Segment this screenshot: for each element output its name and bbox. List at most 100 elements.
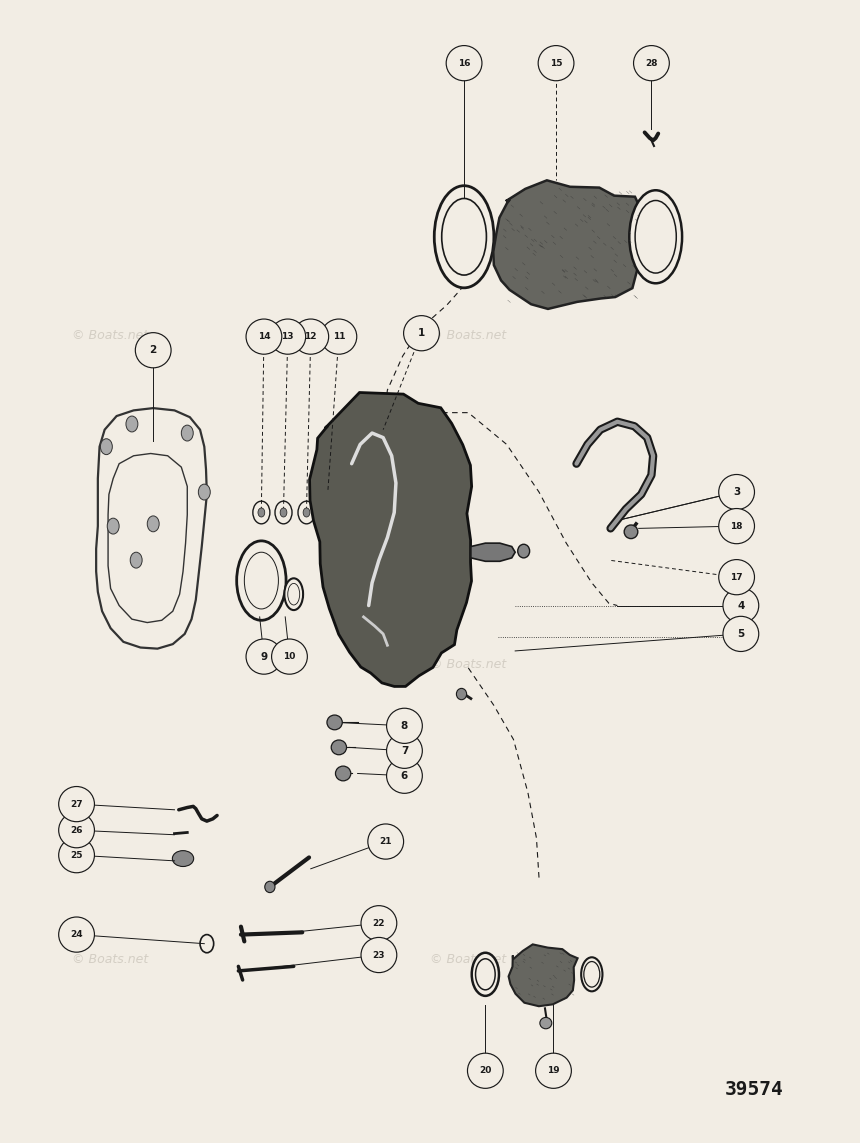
Text: 2: 2	[150, 345, 157, 355]
Text: 27: 27	[71, 800, 83, 808]
Circle shape	[108, 518, 120, 534]
Circle shape	[130, 552, 142, 568]
Ellipse shape	[270, 319, 305, 354]
Circle shape	[303, 507, 310, 517]
Ellipse shape	[719, 509, 754, 544]
Text: 14: 14	[258, 333, 270, 341]
Text: 12: 12	[304, 333, 317, 341]
Ellipse shape	[288, 583, 299, 605]
Ellipse shape	[246, 319, 282, 354]
Circle shape	[101, 439, 113, 455]
Polygon shape	[508, 944, 578, 1006]
Text: 17: 17	[730, 573, 743, 582]
Ellipse shape	[246, 639, 282, 674]
Ellipse shape	[624, 525, 638, 538]
Ellipse shape	[58, 838, 95, 873]
Ellipse shape	[58, 917, 95, 952]
Ellipse shape	[403, 315, 439, 351]
Ellipse shape	[386, 733, 422, 768]
Circle shape	[181, 425, 194, 441]
Ellipse shape	[719, 474, 754, 510]
Polygon shape	[471, 543, 515, 561]
Ellipse shape	[581, 958, 603, 991]
Ellipse shape	[265, 881, 275, 893]
Ellipse shape	[584, 961, 599, 988]
Ellipse shape	[237, 541, 286, 621]
Polygon shape	[494, 181, 642, 309]
Text: 7: 7	[401, 745, 408, 756]
Ellipse shape	[135, 333, 171, 368]
Ellipse shape	[446, 46, 482, 81]
Text: © Boats.net: © Boats.net	[72, 953, 149, 966]
Text: 26: 26	[71, 825, 83, 834]
Circle shape	[253, 501, 270, 523]
Ellipse shape	[457, 688, 467, 700]
Ellipse shape	[361, 937, 396, 973]
Ellipse shape	[58, 786, 95, 822]
Text: 11: 11	[333, 333, 345, 341]
Text: 18: 18	[730, 521, 743, 530]
Text: 22: 22	[372, 919, 385, 928]
Ellipse shape	[58, 813, 95, 848]
Ellipse shape	[386, 709, 422, 743]
Text: 19: 19	[547, 1066, 560, 1076]
Circle shape	[126, 416, 138, 432]
Circle shape	[200, 935, 213, 953]
Ellipse shape	[327, 716, 342, 729]
Ellipse shape	[723, 588, 759, 623]
Ellipse shape	[538, 46, 574, 81]
Circle shape	[199, 485, 210, 499]
Ellipse shape	[335, 766, 351, 781]
Text: © Boats.net: © Boats.net	[430, 953, 507, 966]
Circle shape	[147, 515, 159, 531]
Text: 9: 9	[261, 652, 267, 662]
Circle shape	[280, 507, 287, 517]
Ellipse shape	[361, 905, 396, 941]
Text: 6: 6	[401, 770, 408, 781]
Text: 24: 24	[71, 930, 83, 940]
Text: 5: 5	[737, 629, 745, 639]
Ellipse shape	[476, 959, 495, 990]
Ellipse shape	[635, 200, 676, 273]
Text: 21: 21	[379, 837, 392, 846]
Ellipse shape	[518, 544, 530, 558]
Ellipse shape	[172, 850, 194, 866]
Text: 3: 3	[733, 487, 740, 497]
Text: 1: 1	[418, 328, 425, 338]
Text: © Boats.net: © Boats.net	[430, 658, 507, 671]
Circle shape	[258, 507, 265, 517]
Ellipse shape	[368, 824, 403, 860]
Ellipse shape	[442, 199, 487, 275]
Ellipse shape	[272, 639, 307, 674]
Ellipse shape	[293, 319, 329, 354]
Text: 25: 25	[71, 850, 83, 860]
Text: 15: 15	[550, 58, 562, 67]
Ellipse shape	[719, 560, 754, 594]
Ellipse shape	[386, 758, 422, 793]
Ellipse shape	[723, 616, 759, 652]
Ellipse shape	[321, 319, 357, 354]
Text: 20: 20	[479, 1066, 492, 1076]
Text: 13: 13	[281, 333, 294, 341]
Circle shape	[298, 501, 315, 523]
Text: 23: 23	[372, 951, 385, 959]
Ellipse shape	[285, 578, 303, 610]
Text: 4: 4	[737, 600, 745, 610]
Ellipse shape	[634, 46, 669, 81]
Ellipse shape	[434, 185, 494, 288]
Text: 8: 8	[401, 721, 408, 730]
Polygon shape	[310, 392, 471, 687]
Text: © Boats.net: © Boats.net	[72, 329, 149, 342]
Ellipse shape	[244, 552, 279, 609]
Text: © Boats.net: © Boats.net	[430, 329, 507, 342]
Ellipse shape	[331, 740, 347, 754]
Ellipse shape	[536, 1053, 571, 1088]
Ellipse shape	[630, 190, 682, 283]
Ellipse shape	[468, 1053, 503, 1088]
Text: 10: 10	[283, 653, 296, 661]
Ellipse shape	[540, 1017, 552, 1029]
Text: 39574: 39574	[724, 1080, 783, 1100]
Text: 16: 16	[458, 58, 470, 67]
Ellipse shape	[472, 953, 499, 996]
Circle shape	[275, 501, 292, 523]
